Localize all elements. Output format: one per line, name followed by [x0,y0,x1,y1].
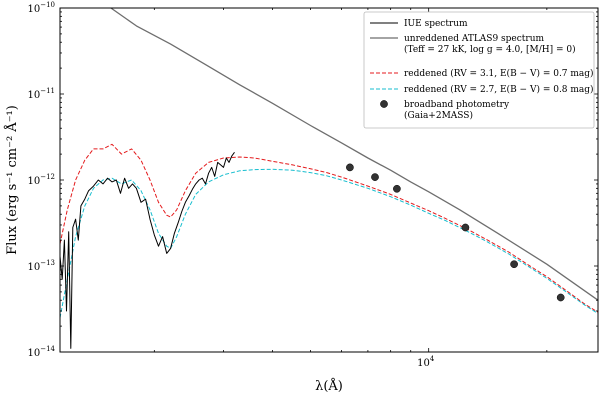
legend-entry-phot: broadband photometry [404,100,510,110]
legend: IUE spectrum unreddened ATLAS9 spectrum(T… [363,11,595,129]
legend-entry-atlas: unreddened ATLAS9 spectrum [404,34,545,44]
y-tick-label: 10−10 [27,1,55,15]
legend-entry-atlas: (Teff = 27 kK, log g = 4.0, [M/H] = 0) [404,44,576,55]
legend-marker-phot [380,100,388,108]
series-line-iue [60,152,235,349]
legend-box [363,11,595,129]
legend-entry-phot: (Gaia+2MASS) [404,110,473,121]
y-tick-label: 10−12 [27,173,55,187]
photometry-point [393,184,401,193]
photometry-point [461,223,470,232]
series-line-red2 [60,168,598,318]
plot-area [60,8,598,349]
x-tick-label: 104 [417,355,435,369]
photometry-point [371,173,379,181]
legend-entry-red1: reddened (RV = 3.1, E(B − V) = 0.7 mag) [404,68,594,79]
y-tick-label: 10−11 [27,87,55,101]
axis-ticks: 10−14 10−13 10−12 10−11 10−10 104 [27,1,598,369]
photometry-point [556,293,565,302]
legend-entry-iue: IUE spectrum [404,19,468,29]
x-axis-title: λ(Å) [315,378,343,394]
y-tick-label: 10−13 [27,259,55,273]
photometry-point [510,260,518,269]
series-line-red1 [60,143,598,313]
y-axis-title: Flux (erg s⁻¹ cm⁻² Å⁻¹) [4,105,20,255]
legend-entry-red2: reddened (RV = 2.7, E(B − V) = 0.8 mag) [404,84,594,95]
photometry-point [346,163,354,172]
y-tick-label: 10−14 [27,345,55,359]
series-line-atlas [110,8,598,301]
